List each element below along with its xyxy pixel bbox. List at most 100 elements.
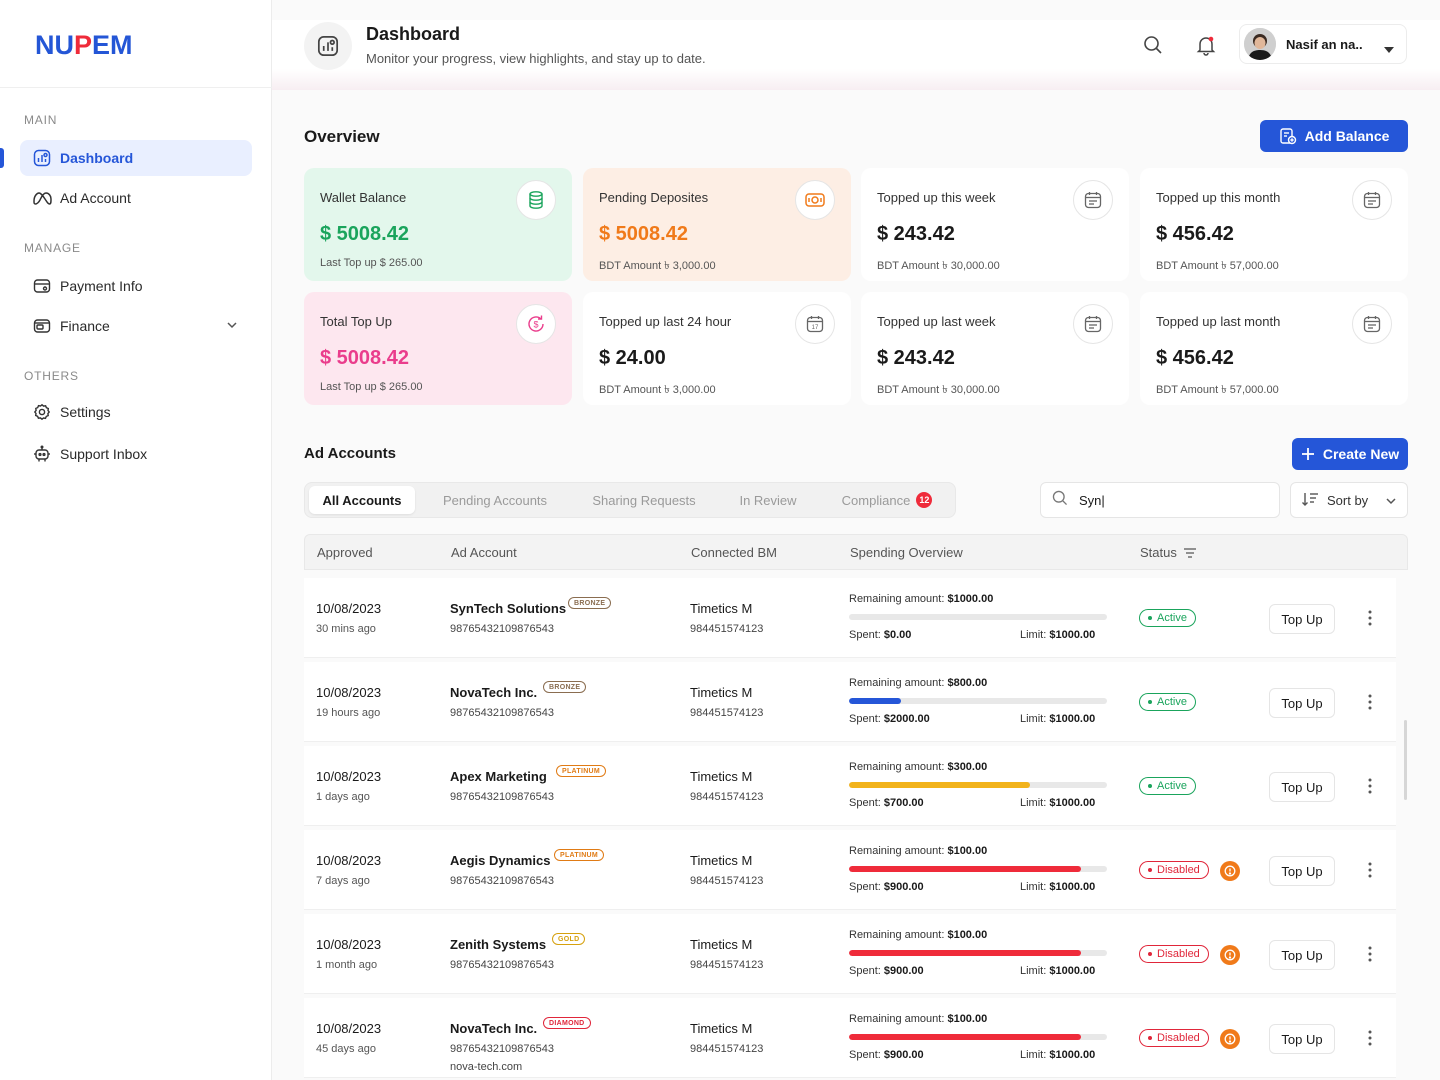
table-row[interactable]: 10/08/2023 30 mins ago SynTech Solutions BR…	[304, 578, 1396, 658]
brand-logo[interactable]: NUPEM	[35, 30, 133, 60]
ad-account-id: 98765432109876543	[450, 959, 555, 971]
more-options-icon[interactable]	[1362, 1028, 1378, 1048]
ad-account-name[interactable]: NovaTech Inc.	[450, 1021, 538, 1036]
sort-by-label: Sort by	[1327, 492, 1369, 508]
sort-by-dropdown[interactable]: Sort by	[1290, 482, 1408, 518]
ad-account-name[interactable]: SynTech Solutions	[450, 601, 567, 616]
remaining-amount: Remaining amount: $300.00	[849, 761, 988, 773]
add-balance-button[interactable]: Add Balance	[1260, 120, 1408, 152]
tab-compliance[interactable]: Compliance 12	[825, 486, 949, 514]
connected-bm-id: 984451574123	[690, 875, 764, 887]
ad-account-id: 98765432109876543	[450, 623, 555, 635]
approved-relative-time: 7 days ago	[316, 875, 370, 887]
status-badge: Active	[1139, 777, 1196, 795]
sidebar-item-settings[interactable]: Settings	[20, 394, 252, 430]
stat-card-subtext: Last Top up $ 265.00	[320, 257, 423, 269]
stat-card: Topped up last month $ 456.42 BDT Amount ৳…	[1140, 292, 1408, 405]
tier-badge: DIAMOND	[543, 1017, 591, 1029]
payment-icon	[32, 276, 52, 296]
sidebar-item-dashboard[interactable]: Dashboard	[20, 140, 252, 176]
top-up-button[interactable]: Top Up	[1269, 856, 1335, 886]
ad-account-url[interactable]: nova-tech.com	[450, 1061, 523, 1073]
approved-relative-time: 45 days ago	[316, 1043, 376, 1055]
tier-badge: PLATINUM	[554, 849, 605, 861]
sidebar-item-label: Ad Account	[60, 190, 131, 206]
top-up-button[interactable]: Top Up	[1269, 604, 1335, 634]
page-subtitle: Monitor your progress, view highlights, …	[366, 51, 706, 66]
tab-pending-accounts[interactable]: Pending Accounts	[442, 492, 548, 508]
remaining-amount: Remaining amount: $100.00	[849, 929, 988, 941]
ad-account-name[interactable]: NovaTech Inc.	[450, 685, 538, 700]
stat-card: Wallet Balance $ 5008.42 Last Top up $ 265…	[304, 168, 572, 281]
column-status[interactable]: Status	[1140, 545, 1177, 560]
search-input[interactable]	[1079, 492, 1259, 508]
more-options-icon[interactable]	[1362, 692, 1378, 712]
sidebar-item-label: Support Inbox	[60, 446, 148, 462]
search-field[interactable]	[1040, 482, 1280, 518]
more-options-icon[interactable]	[1362, 860, 1378, 880]
stat-card-value: $ 24.00	[599, 347, 666, 369]
remaining-amount: Remaining amount: $100.00	[849, 845, 988, 857]
top-up-button[interactable]: Top Up	[1269, 688, 1335, 718]
approved-date: 10/08/2023	[316, 853, 382, 868]
top-up-button[interactable]: Top Up	[1269, 940, 1335, 970]
approved-date: 10/08/2023	[316, 601, 382, 616]
stat-card-value: $ 5008.42	[320, 347, 409, 369]
overview-title: Overview	[304, 127, 380, 146]
page-title: Dashboard	[366, 24, 461, 44]
tab-in-review[interactable]: In Review	[739, 492, 797, 508]
approved-date: 10/08/2023	[316, 937, 382, 952]
nav-section-manage: MANAGE	[24, 241, 81, 255]
sidebar-item-finance[interactable]: Finance	[20, 308, 252, 344]
table-row[interactable]: 10/08/2023 1 month ago Zenith Systems GOLD 9…	[304, 914, 1396, 994]
ad-account-name[interactable]: Zenith Systems	[450, 937, 547, 952]
filter-icon[interactable]	[1183, 546, 1197, 564]
more-options-icon[interactable]	[1362, 944, 1378, 964]
ad-account-id: 98765432109876543	[450, 707, 555, 719]
stat-card-value: $ 456.42	[1156, 223, 1234, 245]
top-up-button[interactable]: Top Up	[1269, 772, 1335, 802]
sidebar-item-payment-info[interactable]: Payment Info	[20, 268, 252, 304]
warning-info-icon[interactable]	[1220, 1029, 1240, 1049]
approved-relative-time: 1 days ago	[316, 791, 370, 803]
column-approved[interactable]: Approved	[317, 545, 373, 560]
warning-info-icon[interactable]	[1220, 861, 1240, 881]
top-up-button[interactable]: Top Up	[1269, 1024, 1335, 1054]
tab-all-accounts[interactable]: All Accounts	[309, 486, 415, 514]
status-dot-icon	[1148, 952, 1152, 956]
stat-card-label: Topped up this week	[877, 190, 996, 205]
more-options-icon[interactable]	[1362, 776, 1378, 796]
dashboard-icon	[304, 22, 352, 70]
stat-card-label: Wallet Balance	[320, 190, 407, 205]
stat-card-label: Topped up last 24 hour	[599, 314, 732, 329]
table-row[interactable]: 10/08/2023 19 hours ago NovaTech Inc. BRONZ…	[304, 662, 1396, 742]
stat-card: Total Top Up $ 5008.42 Last Top up $ 265.0…	[304, 292, 572, 405]
ad-account-name[interactable]: Apex Marketing	[450, 769, 547, 784]
user-menu[interactable]: Nasif an na..	[1239, 24, 1407, 64]
ad-account-name[interactable]: Aegis Dynamics	[450, 853, 551, 868]
table-row[interactable]: 10/08/2023 1 days ago Apex Marketing PLATIN…	[304, 746, 1396, 826]
status-dot-icon	[1148, 784, 1152, 788]
notification-bell-icon[interactable]	[1195, 34, 1219, 58]
warning-info-icon[interactable]	[1220, 945, 1240, 965]
search-icon[interactable]	[1142, 34, 1166, 58]
calendar-icon	[1073, 304, 1113, 344]
sidebar-item-ad-account[interactable]: Ad Account	[20, 180, 252, 216]
table-row[interactable]: 10/08/2023 45 days ago NovaTech Inc. DIAMON…	[304, 998, 1396, 1078]
wallet-add-icon	[1279, 127, 1297, 145]
connected-bm-name: Timetics M	[690, 853, 753, 868]
column-ad-account[interactable]: Ad Account	[451, 545, 517, 560]
spending-progress-fill	[849, 866, 1082, 872]
sidebar-item-support-inbox[interactable]: Support Inbox	[20, 436, 252, 472]
table-scrollbar[interactable]	[1404, 720, 1407, 800]
approved-date: 10/08/2023	[316, 685, 382, 700]
more-options-icon[interactable]	[1362, 608, 1378, 628]
table-row[interactable]: 10/08/2023 7 days ago Aegis Dynamics PLATIN…	[304, 830, 1396, 910]
approved-relative-time: 30 mins ago	[316, 623, 376, 635]
tab-sharing-requests[interactable]: Sharing Requests	[592, 492, 696, 508]
chevron-down-icon[interactable]	[226, 318, 238, 334]
top-header: Dashboard Monitor your progress, view hi…	[272, 20, 1440, 90]
create-new-button[interactable]: Create New	[1292, 438, 1408, 470]
column-spending-overview[interactable]: Spending Overview	[850, 545, 963, 560]
column-connected-bm[interactable]: Connected BM	[691, 545, 777, 560]
